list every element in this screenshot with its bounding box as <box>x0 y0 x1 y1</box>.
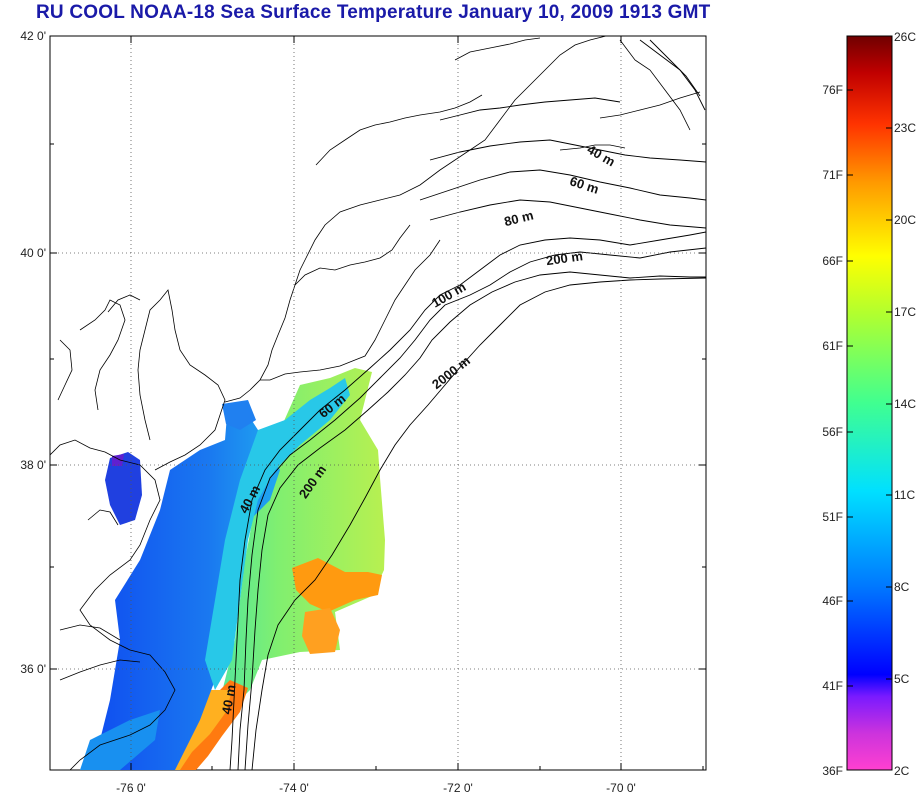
map-title: RU COOL NOAA-18 Sea Surface Temperature … <box>36 2 711 23</box>
colorbar-c-17: 17C <box>894 305 916 319</box>
lat-label-38: 38 0' <box>20 458 46 472</box>
colorbar-f-71: 71F <box>822 168 843 182</box>
colorbar-f-51: 51F <box>822 510 843 524</box>
colorbar-f-41: 41F <box>822 679 843 693</box>
lat-label-42: 42 0' <box>20 29 46 43</box>
contour-label-40m-south: 40 m <box>219 684 239 716</box>
lat-label-40: 40 0' <box>20 246 46 260</box>
lat-label-36: 36 0' <box>20 662 46 676</box>
colorbar-c-14: 14C <box>894 397 916 411</box>
colorbar-f-36: 36F <box>822 764 843 778</box>
colorbar-c-23: 23C <box>894 121 916 135</box>
contour-label-200m-north: 200 m <box>545 248 584 268</box>
contour-label-80m: 80 m <box>503 207 535 229</box>
colorbar-c-26: 26C <box>894 30 916 44</box>
lon-label-70: -70 0' <box>606 781 636 795</box>
colorbar-scale <box>846 35 893 771</box>
axis-ticks <box>50 35 706 770</box>
colorbar-c-8: 8C <box>894 580 910 594</box>
lon-label-74: -74 0' <box>279 781 309 795</box>
sst-data-swath <box>80 368 385 770</box>
colorbar-c-5: 5C <box>894 672 910 686</box>
colorbar-c-2: 2C <box>894 764 910 778</box>
colorbar-f-66: 66F <box>822 254 843 268</box>
coastline <box>50 36 701 770</box>
colorbar-f-46: 46F <box>822 594 843 608</box>
lon-label-76: -76 0' <box>116 781 146 795</box>
lon-label-72: -72 0' <box>443 781 473 795</box>
colorbar: 76F 71F 66F 61F 56F 51F 46F 41F 36F 26C … <box>822 30 916 778</box>
bathymetry-contours <box>229 39 706 770</box>
colorbar-c-20: 20C <box>894 213 916 227</box>
colorbar-c-11: 11C <box>894 488 915 502</box>
colorbar-ticks <box>847 35 892 687</box>
colorbar-f-61: 61F <box>822 339 843 353</box>
colorbar-f-56: 56F <box>822 425 843 439</box>
graticule <box>50 36 706 770</box>
colorbar-f-76: 76F <box>822 83 843 97</box>
